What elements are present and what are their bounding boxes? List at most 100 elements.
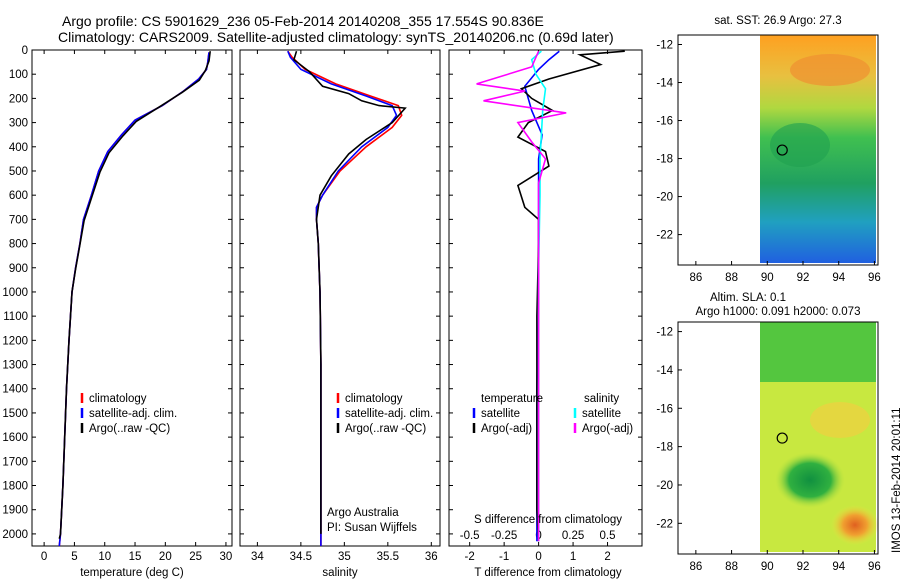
temperature-ytick-label: 300 bbox=[9, 118, 28, 130]
difference-legend-0-label: satellite bbox=[481, 408, 520, 420]
sla-map-ytick-label: -12 bbox=[656, 327, 673, 339]
temperature-ytick-label: 900 bbox=[9, 263, 28, 275]
difference-s-tick-label: -0.25 bbox=[491, 530, 517, 542]
difference-series-3 bbox=[476, 50, 567, 542]
salinity-series-0 bbox=[287, 50, 403, 546]
sla-warm-eddy bbox=[831, 505, 879, 545]
sst-map-frame bbox=[677, 34, 879, 266]
chart-title-line-1: Argo profile: CS 5901629_236 05-Feb-2014… bbox=[62, 13, 544, 29]
temperature-ytick-label: 1800 bbox=[2, 481, 28, 493]
sla-cold-eddy bbox=[775, 452, 845, 508]
sla-map-xtick-label: 94 bbox=[832, 561, 845, 573]
difference-panel: -2 -1 0 1 2-0.5 -0.25 0 0.25 0.5S difference fro… bbox=[448, 49, 643, 579]
chart-title-line-2: Climatology: CARS2009. Satellite-adjuste… bbox=[58, 29, 614, 45]
temperature-ytick-label: 1700 bbox=[2, 456, 28, 468]
temperature-ytick-label: 1400 bbox=[2, 384, 28, 396]
sla-map-ytick-label: -16 bbox=[656, 403, 673, 415]
sst-map-xtick-label: 90 bbox=[761, 272, 774, 284]
sla-map-xtick-label: 86 bbox=[689, 561, 702, 573]
sst-map-ytick-label: -22 bbox=[656, 230, 673, 242]
difference-legend-2-label: satellite bbox=[582, 408, 621, 420]
temperature-ytick-label: 400 bbox=[9, 142, 28, 154]
temperature-ytick-label: 700 bbox=[9, 214, 28, 226]
salinity-xtick-label: 34 bbox=[251, 551, 264, 563]
sst-map-xtick-label: 94 bbox=[832, 272, 845, 284]
sla-map-title-2: Argo h1000: 0.091 h2000: 0.073 bbox=[696, 306, 861, 318]
temperature-xtick-label: 25 bbox=[189, 551, 202, 563]
sla-map-ytick-label: -20 bbox=[656, 480, 673, 492]
imos-watermark: IMOS 13-Feb-2014 20:01:11 bbox=[891, 407, 900, 553]
temperature-xtick-label: 10 bbox=[98, 551, 111, 563]
difference-s-tick-label: 0.25 bbox=[562, 530, 584, 542]
temperature-ytick-label: 1900 bbox=[2, 505, 28, 517]
temperature-panel: 0 5 10 15 20 25 300100200300400500600700800900… bbox=[2, 45, 233, 579]
sst-map-title: sat. SST: 26.9 Argo: 27.3 bbox=[714, 15, 841, 27]
temperature-ytick-label: 200 bbox=[9, 93, 28, 105]
difference-s-tick-label: 0.5 bbox=[600, 530, 616, 542]
sla-map-panel: 86 88 90 92 94 96 -12 -14 -16 -18 -20 -22 Altim. SLA… bbox=[656, 292, 880, 573]
temperature-series-2 bbox=[58, 51, 211, 539]
salinity-legend-2-label: Argo(..raw -QC) bbox=[345, 423, 426, 435]
sla-map-argo-marker bbox=[776, 432, 788, 444]
temperature-xtick-label: 15 bbox=[129, 551, 142, 563]
salinity-annotation-0: Argo Australia bbox=[327, 507, 399, 519]
sst-map-xtick-label: 96 bbox=[868, 272, 881, 284]
sst-map-ytick-label: -16 bbox=[656, 116, 673, 128]
temperature-xlabel: temperature (deg C) bbox=[80, 567, 184, 579]
salinity-series-1 bbox=[287, 50, 398, 546]
temperature-xtick-label: 5 bbox=[71, 551, 77, 563]
sst-cool-patch bbox=[770, 123, 830, 167]
difference-legend-3-label: Argo(-adj) bbox=[582, 423, 633, 435]
temperature-ytick-label: 1100 bbox=[3, 311, 28, 323]
temperature-xtick-label: 20 bbox=[159, 551, 172, 563]
temperature-series-0 bbox=[58, 52, 210, 547]
temperature-legend-2-label: Argo(..raw -QC) bbox=[89, 423, 170, 435]
sla-map-ytick-label: -18 bbox=[656, 442, 673, 454]
temperature-ytick-label: 0 bbox=[22, 45, 28, 57]
temperature-ytick-label: 1200 bbox=[2, 335, 28, 347]
temperature-ytick-label: 1600 bbox=[2, 432, 28, 444]
temperature-ytick-label: 500 bbox=[9, 166, 28, 178]
sst-map-ytick-label: -18 bbox=[656, 154, 673, 166]
sst-map-ytick-label: -20 bbox=[656, 192, 673, 204]
sla-map-ytick-label: -22 bbox=[656, 518, 673, 530]
temperature-ytick-label: 100 bbox=[9, 69, 28, 81]
sst-map-xtick-label: 92 bbox=[797, 272, 810, 284]
salinity-legend-0-label: climatology bbox=[345, 393, 403, 405]
sla-map-ytick-label: -14 bbox=[656, 365, 673, 377]
temperature-legend-1-label: satellite-adj. clim. bbox=[89, 408, 177, 420]
sla-map-xtick-label: 92 bbox=[797, 561, 810, 573]
temperature-frame bbox=[31, 49, 233, 547]
difference-xtick-label: 1 bbox=[570, 551, 576, 563]
difference-top-xlabel: S difference from climatology bbox=[474, 514, 622, 526]
difference-xtick-label: 0 bbox=[535, 551, 541, 563]
difference-legend-header-temperature: temperature bbox=[481, 393, 543, 405]
difference-frame bbox=[448, 49, 643, 547]
sst-warm-patch bbox=[790, 54, 870, 86]
sst-map-xtick-label: 88 bbox=[725, 272, 738, 284]
difference-legend-header-salinity: salinity bbox=[584, 393, 619, 405]
temperature-ytick-label: 600 bbox=[9, 190, 28, 202]
salinity-panel: 34 34.5 35 35.5 36 salinity climatology satelli… bbox=[239, 49, 441, 579]
salinity-legend-1-label: satellite-adj. clim. bbox=[345, 408, 433, 420]
difference-s-tick-label: -0.5 bbox=[460, 530, 480, 542]
sst-map-ytick-label: -14 bbox=[656, 78, 673, 90]
sla-map-xtick-label: 90 bbox=[761, 561, 774, 573]
salinity-series-2 bbox=[292, 50, 407, 534]
sla-map-xtick-label: 96 bbox=[868, 561, 881, 573]
difference-xtick-label: -1 bbox=[499, 551, 509, 563]
temperature-ytick-label: 1000 bbox=[2, 287, 28, 299]
sst-map-ytick-label: -12 bbox=[656, 40, 673, 52]
sla-map-frame bbox=[677, 321, 879, 555]
temperature-xtick-label: 30 bbox=[220, 551, 233, 563]
temperature-ytick-label: 1300 bbox=[2, 360, 28, 372]
sla-north-band bbox=[760, 322, 876, 382]
sst-map-argo-marker bbox=[776, 144, 788, 156]
sla-map-title-1: Altim. SLA: 0.1 bbox=[710, 292, 786, 304]
sst-map-panel: 86 88 90 92 94 96 -12 -14 -16 -18 -20 -22 sat. SST: … bbox=[656, 15, 880, 284]
salinity-xtick-label: 35.5 bbox=[377, 551, 399, 563]
difference-xlabel: T difference from climatology bbox=[474, 567, 621, 579]
temperature-series-1 bbox=[58, 52, 210, 547]
difference-series-1 bbox=[516, 50, 625, 542]
